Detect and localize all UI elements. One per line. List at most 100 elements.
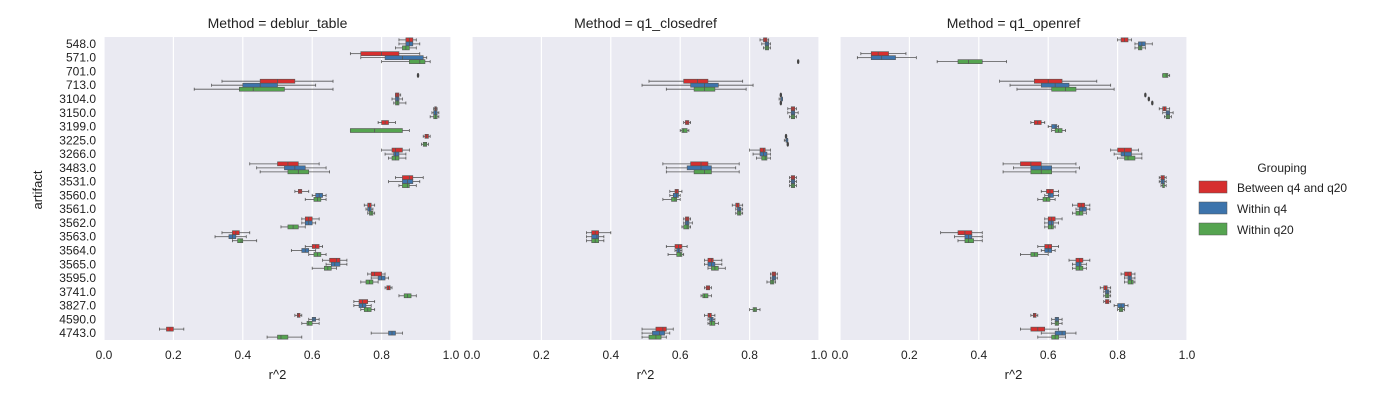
box-deblur_table-2-3 [193, 86, 334, 92]
box-q1_openref-2-19 [1117, 307, 1125, 312]
box-iqr [870, 51, 889, 56]
x-tick-label: 0.8 [373, 348, 390, 362]
box-q1_openref-2-21 [1037, 334, 1066, 340]
box-q1_closedref-1-4 [778, 96, 783, 102]
box-q1_openref-1-14 [954, 234, 983, 240]
box-iqr [330, 261, 341, 267]
box-q1_openref-0-3 [999, 78, 1098, 84]
box-q1_openref-2-9 [1002, 169, 1077, 175]
box-q1_openref-0-6 [1030, 120, 1046, 125]
box-deblur_table-2-8 [388, 155, 407, 161]
box-q1_openref-2-8 [1117, 155, 1143, 161]
box-deblur_table-2-1 [381, 59, 431, 64]
x-tick-label: 0.2 [165, 348, 182, 362]
y-tick-label: 3563.0 [59, 230, 96, 244]
box-iqr [1120, 151, 1132, 157]
box-q1_openref-0-15 [1037, 244, 1060, 249]
box-iqr [360, 51, 400, 56]
box-q1_closedref-2-20 [707, 321, 719, 326]
x-tick-label: 1.0 [1179, 348, 1196, 362]
plot-background [840, 37, 1187, 340]
y-tick-label: 3561.0 [59, 202, 96, 216]
box-deblur_table-2-4 [393, 100, 407, 106]
x-axis-label: r^2 [637, 367, 655, 382]
box-deblur_table-2-10 [398, 183, 417, 188]
box-iqr [683, 224, 690, 230]
box-deblur_table-2-21 [266, 334, 303, 340]
box-iqr [693, 169, 712, 175]
y-axis-label: artifact [30, 170, 45, 209]
box-q1_closedref-2-14 [586, 238, 605, 244]
box-q1_openref-1-0 [1134, 41, 1153, 47]
box-deblur_table-1-21 [370, 330, 403, 336]
box-deblur_table-1-20 [308, 317, 320, 322]
box-q1_openref-1-15 [1040, 248, 1056, 253]
y-tick-label: 3483.0 [59, 161, 96, 175]
panel-q1_openref: 0.0 0.2 0.4 0.6 0.8 1.0 Method = q1_openref r^2 [832, 15, 1196, 382]
box-q1_openref-0-11 [1040, 189, 1060, 194]
y-tick-label: 3595.0 [59, 271, 96, 285]
box-q1_closedref-0-6 [683, 120, 692, 125]
box-iqr [384, 55, 424, 60]
box-deblur_table-0-18 [384, 285, 393, 291]
box-iqr [655, 326, 667, 332]
x-tick-label: 0.2 [533, 348, 550, 362]
legend-swatch-between [1198, 180, 1228, 194]
box-deblur_table-1-0 [398, 41, 421, 47]
box-iqr [329, 257, 341, 263]
box-deblur_table-2-18 [398, 293, 417, 299]
x-tick-label: 0.6 [304, 348, 321, 362]
box-iqr [707, 257, 714, 263]
x-tick-label: 0.8 [1109, 348, 1126, 362]
box-deblur_table-1-1 [360, 55, 428, 60]
box-deblur_table-0-10 [395, 175, 424, 180]
box-q1_openref-0-0 [1117, 37, 1132, 43]
box-deblur_table-2-19 [360, 307, 376, 312]
box-q1_closedref-2-6 [679, 128, 690, 133]
box-q1_closedref-0-4 [779, 92, 783, 98]
box-iqr [681, 128, 688, 133]
box-q1_closedref-0-9 [662, 161, 740, 167]
box-deblur_table-1-16 [325, 261, 348, 267]
box-q1_closedref-1-14 [586, 234, 605, 240]
box-q1_openref-1-4 [1147, 96, 1151, 102]
x-tick-label: 0.4 [602, 348, 619, 362]
box-q1_closedref-0-14 [586, 230, 612, 236]
box-q1_closedref-1-0 [761, 41, 771, 47]
x-axis-label: r^2 [1005, 367, 1023, 382]
box-q1_openref-2-15 [1020, 252, 1049, 257]
box-iqr [1051, 124, 1058, 129]
box-deblur_table-2-5 [429, 114, 440, 120]
box-q1_openref-2-16 [1072, 265, 1087, 271]
box-q1_openref-1-10 [1158, 179, 1167, 184]
box-deblur_table-0-1 [349, 51, 421, 56]
box-iqr [370, 271, 382, 277]
box-deblur_table-2-0 [395, 45, 417, 51]
box-iqr [393, 151, 400, 157]
box-iqr [690, 161, 709, 167]
box-iqr [964, 238, 974, 244]
box-iqr [1047, 224, 1054, 230]
box-q1_openref-0-5 [1158, 106, 1171, 112]
box-deblur_table-2-20 [301, 321, 320, 326]
box-q1_closedref-0-7 [784, 133, 788, 139]
box-deblur_table-2-6 [349, 128, 410, 133]
box-iqr [1054, 330, 1066, 336]
box-iqr [402, 175, 414, 180]
box-iqr [676, 252, 683, 257]
box-deblur_table-1-8 [384, 151, 407, 157]
panels-layer: 0.0 0.2 0.4 0.6 0.8 1.0 Method = deblur_tabler… [59, 15, 1195, 382]
box-iqr [672, 193, 679, 198]
box-iqr [1162, 73, 1169, 78]
x-tick-label: 0.2 [901, 348, 918, 362]
box-q1_closedref-2-18 [700, 293, 712, 299]
x-tick-label: 0.4 [234, 348, 251, 362]
x-tick-label: 0.8 [741, 348, 758, 362]
box-q1_openref-2-17 [1124, 279, 1136, 285]
y-tick-label: 701.0 [66, 64, 96, 78]
panel-deblur_table: 0.0 0.2 0.4 0.6 0.8 1.0 Method = deblur_tabler… [59, 15, 459, 382]
legend-label-between: Between q4 and q20 [1237, 181, 1347, 195]
x-tick-label: 0.4 [970, 348, 987, 362]
legend-label-within-q20: Within q20 [1237, 223, 1294, 237]
